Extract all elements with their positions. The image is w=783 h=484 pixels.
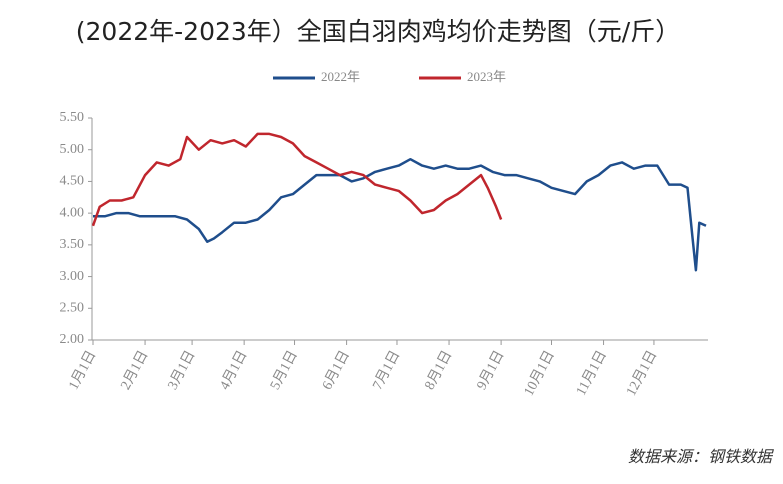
y-tick-label: 2.00: [60, 332, 85, 347]
x-tick-label: 10月1日: [521, 348, 558, 399]
y-tick-label: 5.50: [60, 110, 85, 125]
x-tick-label: 11月1日: [573, 348, 610, 398]
source-note: 数据来源：钢铁数据: [628, 447, 774, 466]
line-series: [91, 132, 503, 227]
x-tick-label: 8月1日: [422, 348, 456, 393]
chart-title: (2022年-2023年）全国白羽肉鸡均价走势图（元/斤）: [76, 17, 680, 46]
y-tick-label: 3.50: [60, 237, 85, 252]
y-tick-label: 5.00: [60, 142, 85, 157]
y-tick-label: 4.50: [60, 174, 85, 189]
legend-label: 2023年: [467, 69, 506, 84]
line-series: [93, 157, 707, 272]
x-tick-label: 9月1日: [474, 348, 508, 393]
x-tick-label: 1月1日: [66, 348, 100, 393]
y-tick-label: 4.00: [60, 205, 85, 220]
x-tick-label: 7月1日: [370, 348, 404, 393]
x-tick-label: 3月1日: [165, 348, 199, 393]
x-tick-label: 4月1日: [217, 348, 251, 393]
y-tick-label: 3.00: [60, 269, 85, 284]
x-tick-label: 12月1日: [623, 348, 660, 399]
x-tick-label: 5月1日: [267, 348, 301, 393]
y-tick-label: 2.50: [60, 301, 85, 316]
x-tick-label: 6月1日: [319, 348, 353, 393]
legend-label: 2022年: [321, 69, 360, 84]
x-tick-label: 2月1日: [118, 348, 152, 393]
